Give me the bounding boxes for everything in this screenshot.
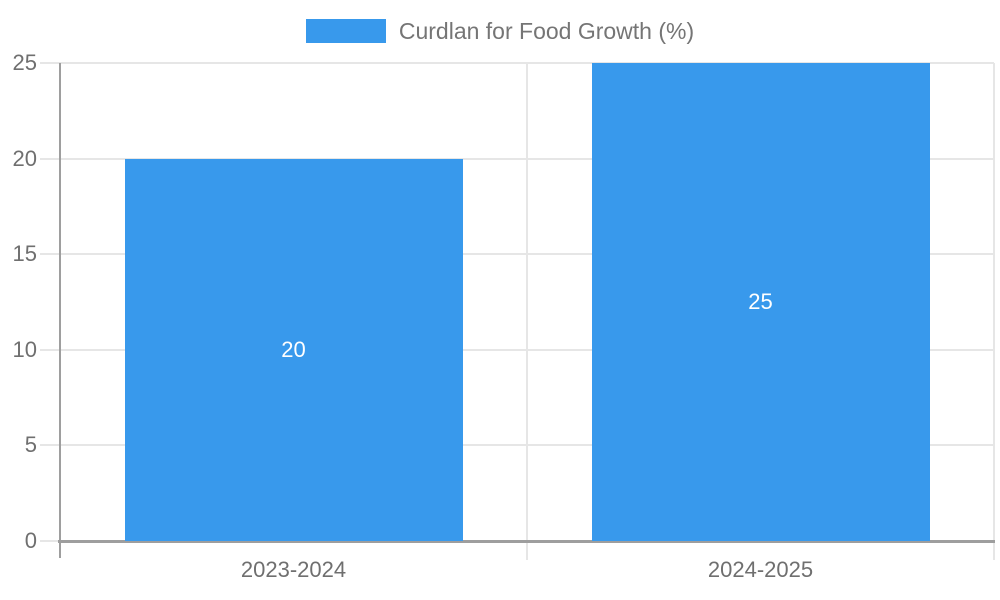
category-divider: [526, 63, 528, 560]
bar-value-label: 20: [281, 336, 306, 362]
legend-swatch: [305, 19, 386, 43]
y-tick-label: 15: [12, 241, 37, 267]
y-tick-label: 0: [24, 528, 37, 553]
x-tick-label: 2023-2024: [240, 557, 347, 582]
y-axis-line: [59, 63, 61, 558]
bar-value-label: 25: [748, 289, 773, 314]
x-tick-label: 2024-2025: [707, 557, 814, 582]
legend: Curdlan for Food Growth (%): [0, 16, 1000, 46]
bar: [124, 158, 463, 541]
bar: [591, 63, 930, 541]
gridline: [40, 253, 994, 256]
gridline: [40, 157, 994, 160]
y-tick-label: 25: [12, 50, 37, 75]
x-axis-line: [58, 540, 995, 543]
y-tick-label: 10: [12, 336, 37, 362]
legend-label: Curdlan for Food Growth (%): [398, 17, 695, 44]
plot-right-border: [993, 63, 995, 560]
gridline: [40, 444, 994, 447]
gridline: [40, 62, 994, 64]
gridline: [40, 348, 994, 351]
y-tick-label: 5: [24, 432, 37, 458]
y-tick-label: 20: [12, 145, 37, 171]
